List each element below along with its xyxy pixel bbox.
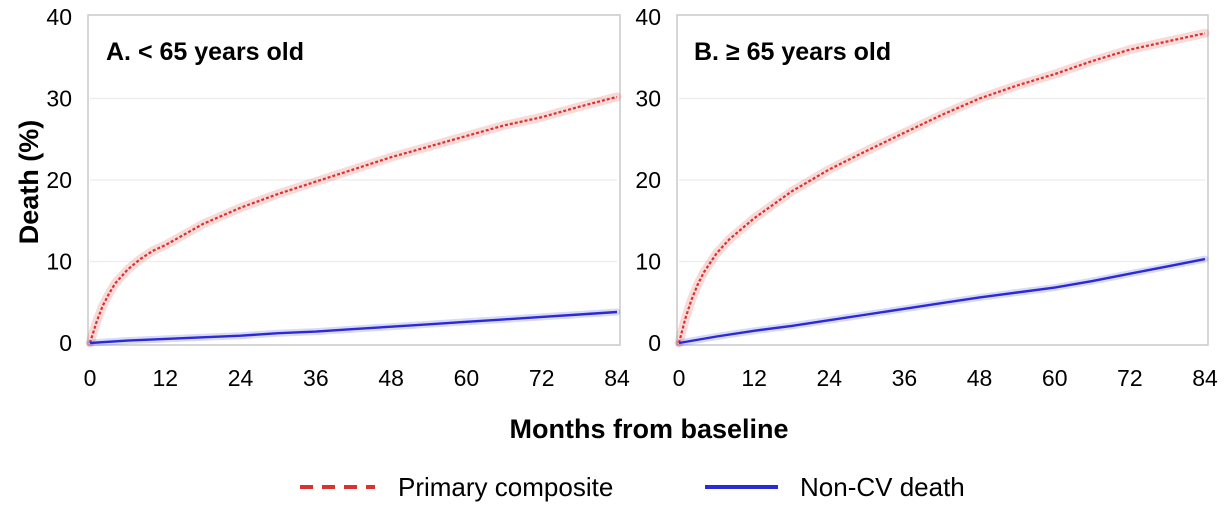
- panel-b-series: [677, 32, 1206, 345]
- panel-b-y-tick-label: 30: [635, 86, 661, 112]
- panel-a-x-tick-label: 24: [228, 365, 254, 391]
- panel-a-x-tick-label: 0: [84, 365, 97, 391]
- panel-b-x-tick-label: 60: [1042, 365, 1068, 391]
- panel-b-grid: [679, 97, 1205, 263]
- panel-a-x-tick-label: 36: [303, 365, 329, 391]
- panel-b-x-tick-label: 12: [741, 365, 767, 391]
- panel-a-x-tick-label: 48: [378, 365, 404, 391]
- legend-label-non-cv-death: Non-CV death: [800, 472, 965, 502]
- panel-a-x-tick-label: 72: [529, 365, 555, 391]
- legend: Primary composite Non-CV death: [300, 472, 965, 502]
- panel-b-x-tick-label: 0: [673, 365, 686, 391]
- panel-b-x-ticks: 0 12 24 36 48 60 72 84: [673, 365, 1218, 391]
- y-axis-title: Death (%): [14, 120, 44, 245]
- legend-item-primary-composite: Primary composite: [300, 472, 613, 502]
- panel-a-primary-composite-line: [88, 95, 618, 344]
- legend-item-non-cv-death: Non-CV death: [705, 472, 965, 502]
- panel-b: 0 10 20 30 40 0 12 24 36 48 60 72 84 B. ≥ 65 years …: [635, 4, 1218, 391]
- panel-b-primary-composite-line: [677, 32, 1206, 344]
- panel-b-x-tick-label: 84: [1192, 365, 1218, 391]
- panel-b-non-cv-death-line: [678, 257, 1206, 345]
- panel-a-y-tick-label: 40: [46, 4, 72, 30]
- panel-a-x-ticks: 0 12 24 36 48 60 72 84: [84, 365, 630, 391]
- panel-b-x-tick-label: 48: [967, 365, 993, 391]
- panel-a-x-tick-label: 12: [152, 365, 178, 391]
- panel-a-grid: [90, 97, 617, 263]
- panel-a-y-ticks: 0 10 20 30 40: [46, 4, 72, 356]
- x-axis-title: Months from baseline: [509, 414, 788, 444]
- panel-b-y-tick-label: 40: [635, 4, 661, 30]
- panel-a-y-tick-label: 10: [46, 249, 72, 275]
- panel-a-non-cv-death-line: [89, 310, 618, 345]
- panel-a-y-tick-label: 0: [59, 330, 72, 356]
- panel-b-y-tick-label: 20: [635, 167, 661, 193]
- panel-b-title: B. ≥ 65 years old: [694, 38, 891, 66]
- panel-b-y-ticks: 0 10 20 30 40: [635, 4, 661, 356]
- panel-a-x-tick-label: 60: [454, 365, 480, 391]
- panel-a: 0 10 20 30 40 0 12 24 36 48 60 72 84 A. < 65 years …: [46, 4, 630, 391]
- panel-a-y-tick-label: 20: [46, 167, 72, 193]
- legend-label-primary-composite: Primary composite: [398, 472, 613, 502]
- panel-b-x-tick-label: 24: [816, 365, 842, 391]
- panel-b-x-tick-label: 72: [1117, 365, 1143, 391]
- panel-a-y-tick-label: 30: [46, 86, 72, 112]
- panel-a-x-tick-label: 84: [604, 365, 630, 391]
- panel-b-y-tick-label: 10: [635, 249, 661, 275]
- panel-b-y-tick-label: 0: [648, 330, 661, 356]
- panel-a-series: [88, 95, 618, 345]
- panel-b-x-tick-label: 36: [892, 365, 918, 391]
- panel-a-title: A. < 65 years old: [106, 38, 304, 66]
